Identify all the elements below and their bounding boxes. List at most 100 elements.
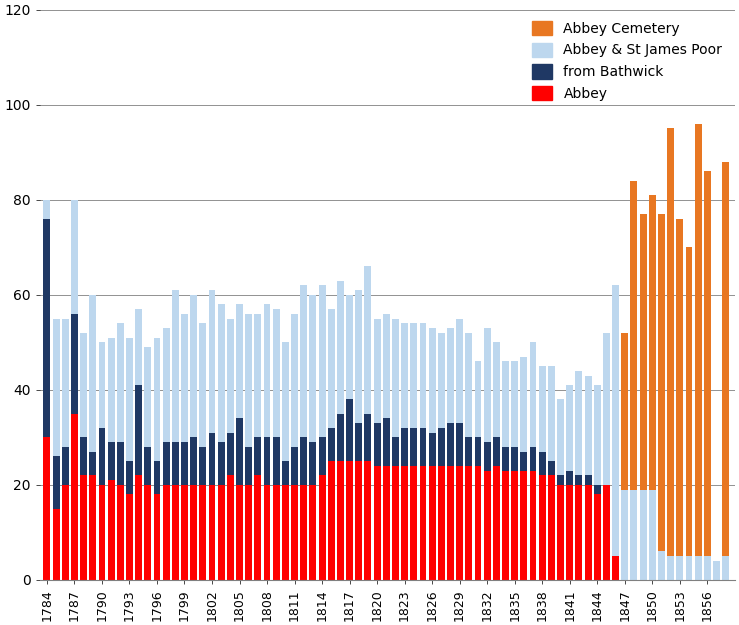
Bar (245, 314, 252, 447)
Bar (108, 442, 115, 480)
Bar (420, 323, 426, 428)
Bar (640, 214, 647, 489)
Bar (466, 438, 472, 466)
Bar (585, 376, 591, 476)
Bar (401, 466, 408, 580)
Bar (474, 466, 481, 580)
Bar (594, 385, 601, 485)
Bar (484, 471, 491, 580)
Bar (520, 452, 528, 471)
Bar (346, 399, 353, 461)
Bar (52, 456, 60, 509)
Bar (355, 461, 362, 580)
Bar (429, 432, 435, 466)
Bar (722, 556, 729, 580)
Bar (640, 489, 647, 580)
Bar (310, 442, 316, 485)
Bar (44, 438, 50, 580)
Bar (328, 428, 335, 461)
Bar (117, 485, 123, 580)
Bar (273, 485, 279, 580)
Bar (557, 476, 564, 485)
Bar (44, 219, 50, 438)
Bar (108, 480, 115, 580)
Bar (548, 366, 555, 461)
Bar (254, 438, 262, 476)
Bar (392, 438, 399, 466)
Bar (181, 442, 188, 485)
Bar (695, 124, 701, 556)
Bar (328, 461, 335, 580)
Bar (438, 333, 445, 428)
Bar (172, 485, 179, 580)
Bar (80, 333, 87, 437)
Bar (466, 466, 472, 580)
Bar (52, 509, 60, 580)
Bar (218, 442, 225, 485)
Bar (208, 432, 216, 485)
Bar (337, 461, 344, 580)
Bar (410, 466, 418, 580)
Bar (392, 466, 399, 580)
Bar (126, 494, 133, 580)
Bar (117, 323, 123, 442)
Bar (686, 248, 692, 556)
Bar (291, 485, 298, 580)
Bar (603, 485, 610, 580)
Bar (337, 281, 344, 414)
Bar (530, 342, 537, 447)
Bar (144, 347, 151, 447)
Bar (502, 447, 509, 471)
Bar (71, 200, 78, 314)
Bar (383, 466, 389, 580)
Bar (181, 485, 188, 580)
Bar (474, 361, 481, 438)
Bar (355, 290, 362, 423)
Bar (154, 494, 160, 580)
Bar (135, 476, 142, 580)
Bar (466, 333, 472, 437)
Bar (548, 476, 555, 580)
Bar (484, 442, 491, 471)
Bar (254, 476, 262, 580)
Bar (594, 485, 601, 494)
Bar (585, 476, 591, 485)
Bar (71, 314, 78, 414)
Bar (548, 461, 555, 476)
Bar (530, 471, 537, 580)
Bar (383, 418, 389, 466)
Bar (245, 485, 252, 580)
Bar (621, 489, 628, 580)
Bar (190, 295, 197, 438)
Bar (236, 418, 243, 485)
Bar (245, 447, 252, 485)
Bar (493, 342, 500, 437)
Bar (722, 162, 729, 556)
Bar (401, 323, 408, 428)
Bar (44, 200, 50, 219)
Bar (649, 489, 655, 580)
Bar (163, 485, 169, 580)
Bar (200, 323, 206, 447)
Bar (447, 423, 454, 466)
Bar (126, 338, 133, 461)
Bar (208, 290, 216, 432)
Bar (98, 428, 106, 485)
Bar (374, 319, 381, 423)
Bar (676, 219, 684, 556)
Bar (566, 471, 573, 485)
Bar (410, 428, 418, 466)
Bar (612, 556, 619, 580)
Bar (576, 485, 582, 580)
Bar (227, 476, 234, 580)
Bar (355, 423, 362, 461)
Bar (658, 214, 665, 551)
Bar (484, 328, 491, 442)
Bar (310, 295, 316, 442)
Bar (108, 338, 115, 442)
Bar (89, 452, 96, 476)
Bar (89, 295, 96, 452)
Bar (429, 466, 435, 580)
Bar (89, 476, 96, 580)
Bar (539, 452, 545, 476)
